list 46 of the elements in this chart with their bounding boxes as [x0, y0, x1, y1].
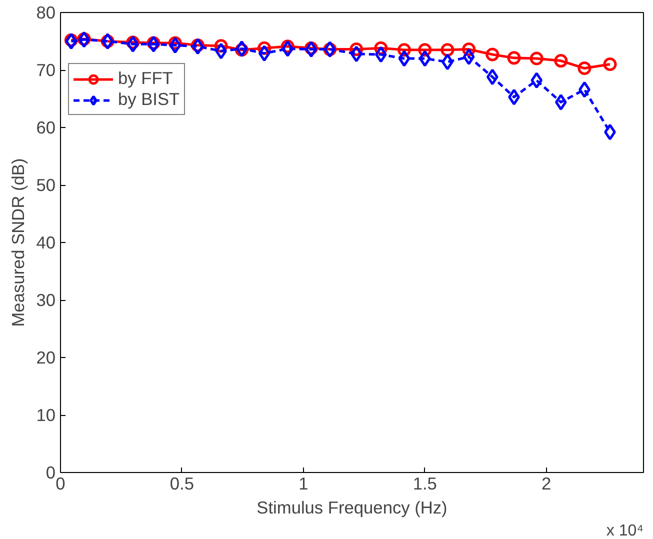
point	[258, 45, 270, 62]
text: x 10⁴	[606, 522, 644, 539]
point	[126, 36, 139, 52]
y-tick-label: 80	[36, 2, 56, 22]
point	[215, 42, 227, 60]
point	[305, 41, 318, 58]
point	[374, 46, 387, 63]
point	[486, 48, 500, 62]
y-axis-title: Measured SNDR (dB)	[8, 158, 28, 327]
legend-label: by FFT	[118, 68, 173, 89]
point	[530, 52, 544, 66]
y-tick-label: 40	[36, 232, 56, 252]
y-tick-label: 50	[36, 175, 56, 195]
legend-label: by BIST	[118, 89, 180, 110]
point	[578, 81, 590, 98]
point	[507, 51, 521, 65]
x-tick-label: 1	[298, 474, 308, 494]
point	[508, 88, 520, 106]
point	[418, 50, 431, 67]
x-axis-title: Stimulus Frequency (Hz)	[256, 498, 448, 518]
point	[236, 40, 248, 57]
point	[604, 124, 616, 140]
point	[462, 48, 475, 66]
y-tick-label: 10	[36, 405, 56, 425]
y-tick-label: 60	[36, 118, 56, 138]
point	[554, 94, 567, 110]
point	[442, 54, 454, 70]
point	[350, 46, 362, 62]
x-tick-label: 1.5	[412, 474, 437, 494]
point	[148, 36, 160, 52]
point	[578, 62, 592, 76]
y-tick-label: 30	[36, 290, 56, 310]
x-tick-label: 2	[542, 474, 552, 494]
point	[603, 58, 617, 71]
point	[192, 38, 204, 55]
point	[530, 72, 543, 89]
point	[486, 68, 498, 86]
point	[398, 50, 410, 67]
x-tick-label: 0.5	[170, 474, 194, 494]
point	[440, 43, 454, 57]
y-tick-label: 20	[36, 348, 56, 368]
point	[554, 54, 568, 68]
point	[282, 40, 294, 57]
y-tick-label: 70	[36, 60, 56, 80]
point	[65, 33, 78, 50]
point	[169, 37, 182, 54]
